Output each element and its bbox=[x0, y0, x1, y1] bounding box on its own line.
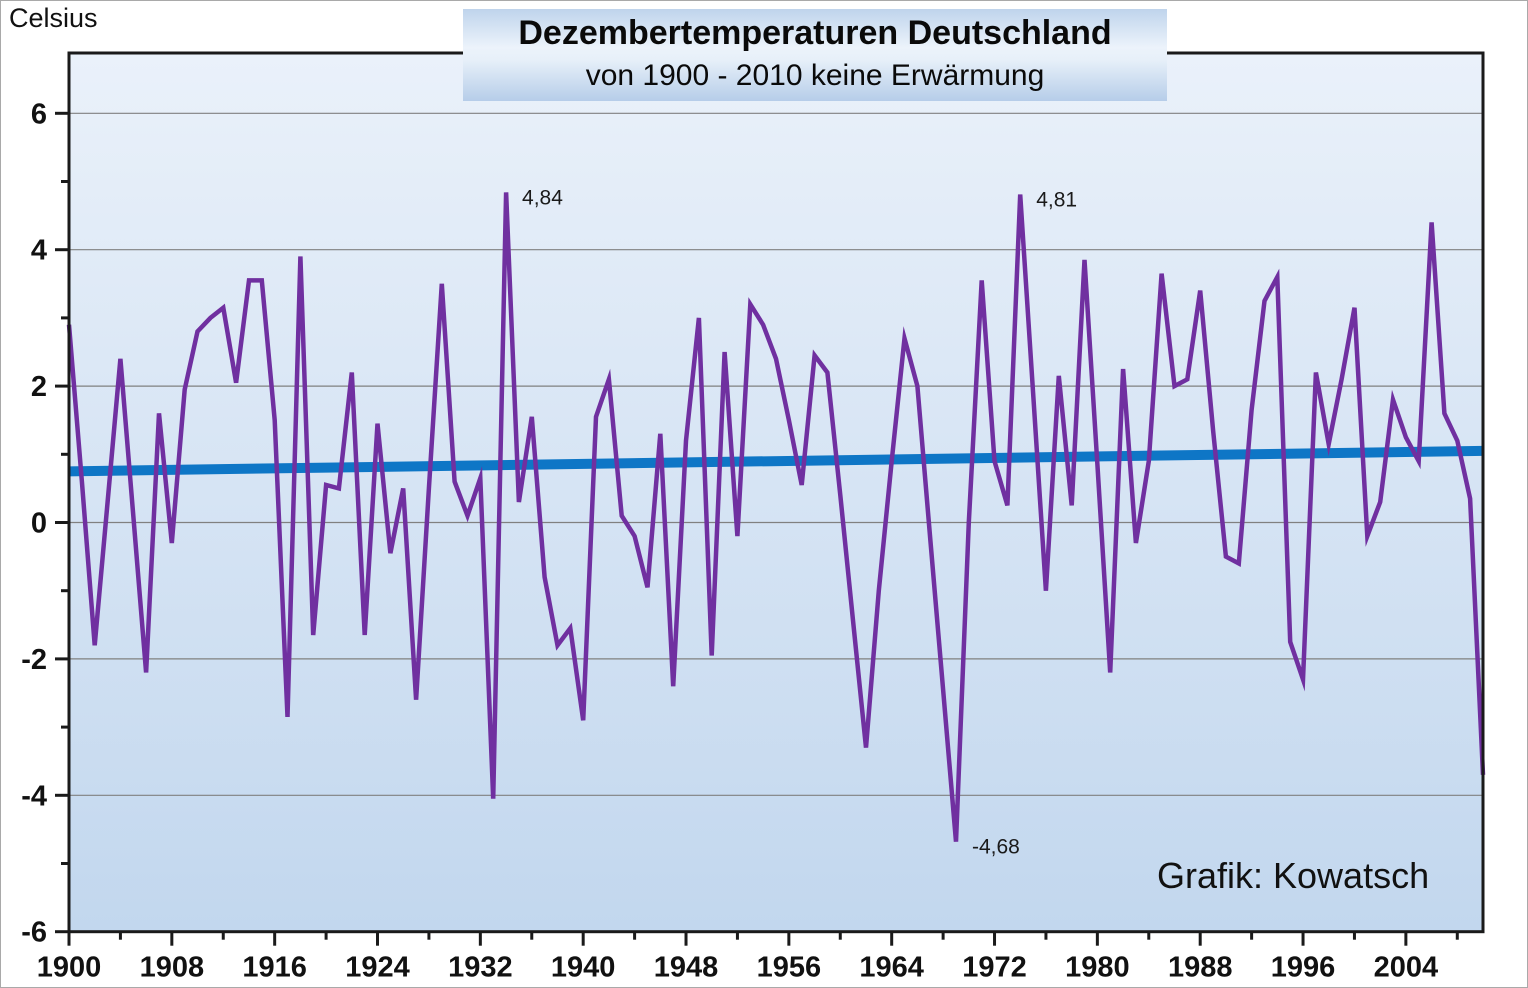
annotation-label: 4,81 bbox=[1036, 188, 1077, 211]
y-axis-tick-label: 2 bbox=[31, 371, 47, 403]
y-axis-unit-label: Celsius bbox=[9, 3, 98, 33]
title-box: Dezembertemperaturen Deutschland von 190… bbox=[463, 9, 1167, 101]
y-axis-tick-label: -2 bbox=[21, 644, 47, 676]
x-axis-tick-label: 1996 bbox=[1271, 952, 1336, 984]
y-axis-tick-label: -6 bbox=[21, 917, 47, 949]
x-axis-tick-label: 1924 bbox=[345, 952, 410, 984]
annotation-label: -4,68 bbox=[972, 836, 1020, 859]
plot-area bbox=[69, 53, 1483, 932]
annotation-label: 4,84 bbox=[522, 186, 563, 209]
chart-title: Dezembertemperaturen Deutschland bbox=[518, 14, 1112, 52]
temperature-line bbox=[66, 192, 1486, 842]
y-axis-tick-label: -4 bbox=[21, 780, 47, 812]
x-axis-tick-label: 1948 bbox=[654, 952, 719, 984]
x-axis-tick-label: 1972 bbox=[962, 952, 1027, 984]
x-axis-tick-label: 1900 bbox=[37, 952, 102, 984]
chart-subtitle: von 1900 - 2010 keine Erwärmung bbox=[585, 59, 1045, 92]
y-axis-tick-label: 6 bbox=[31, 98, 47, 130]
x-axis-tick-label: 1956 bbox=[757, 952, 822, 984]
x-axis-tick-label: 1940 bbox=[551, 952, 616, 984]
y-axis-tick-label: 4 bbox=[31, 235, 47, 267]
x-axis-tick-label: 2004 bbox=[1374, 952, 1439, 984]
x-axis-tick-label: 1908 bbox=[140, 952, 205, 984]
credit-label: Grafik: Kowatsch bbox=[1157, 855, 1430, 896]
x-axis-tick-label: 1980 bbox=[1065, 952, 1130, 984]
x-axis-tick-label: 1932 bbox=[448, 952, 513, 984]
x-axis-tick-label: 1916 bbox=[242, 952, 307, 984]
y-axis-tick-label: 0 bbox=[31, 508, 47, 540]
x-axis-tick-label: 1988 bbox=[1168, 952, 1233, 984]
x-axis-tick-label: 1964 bbox=[859, 952, 924, 984]
